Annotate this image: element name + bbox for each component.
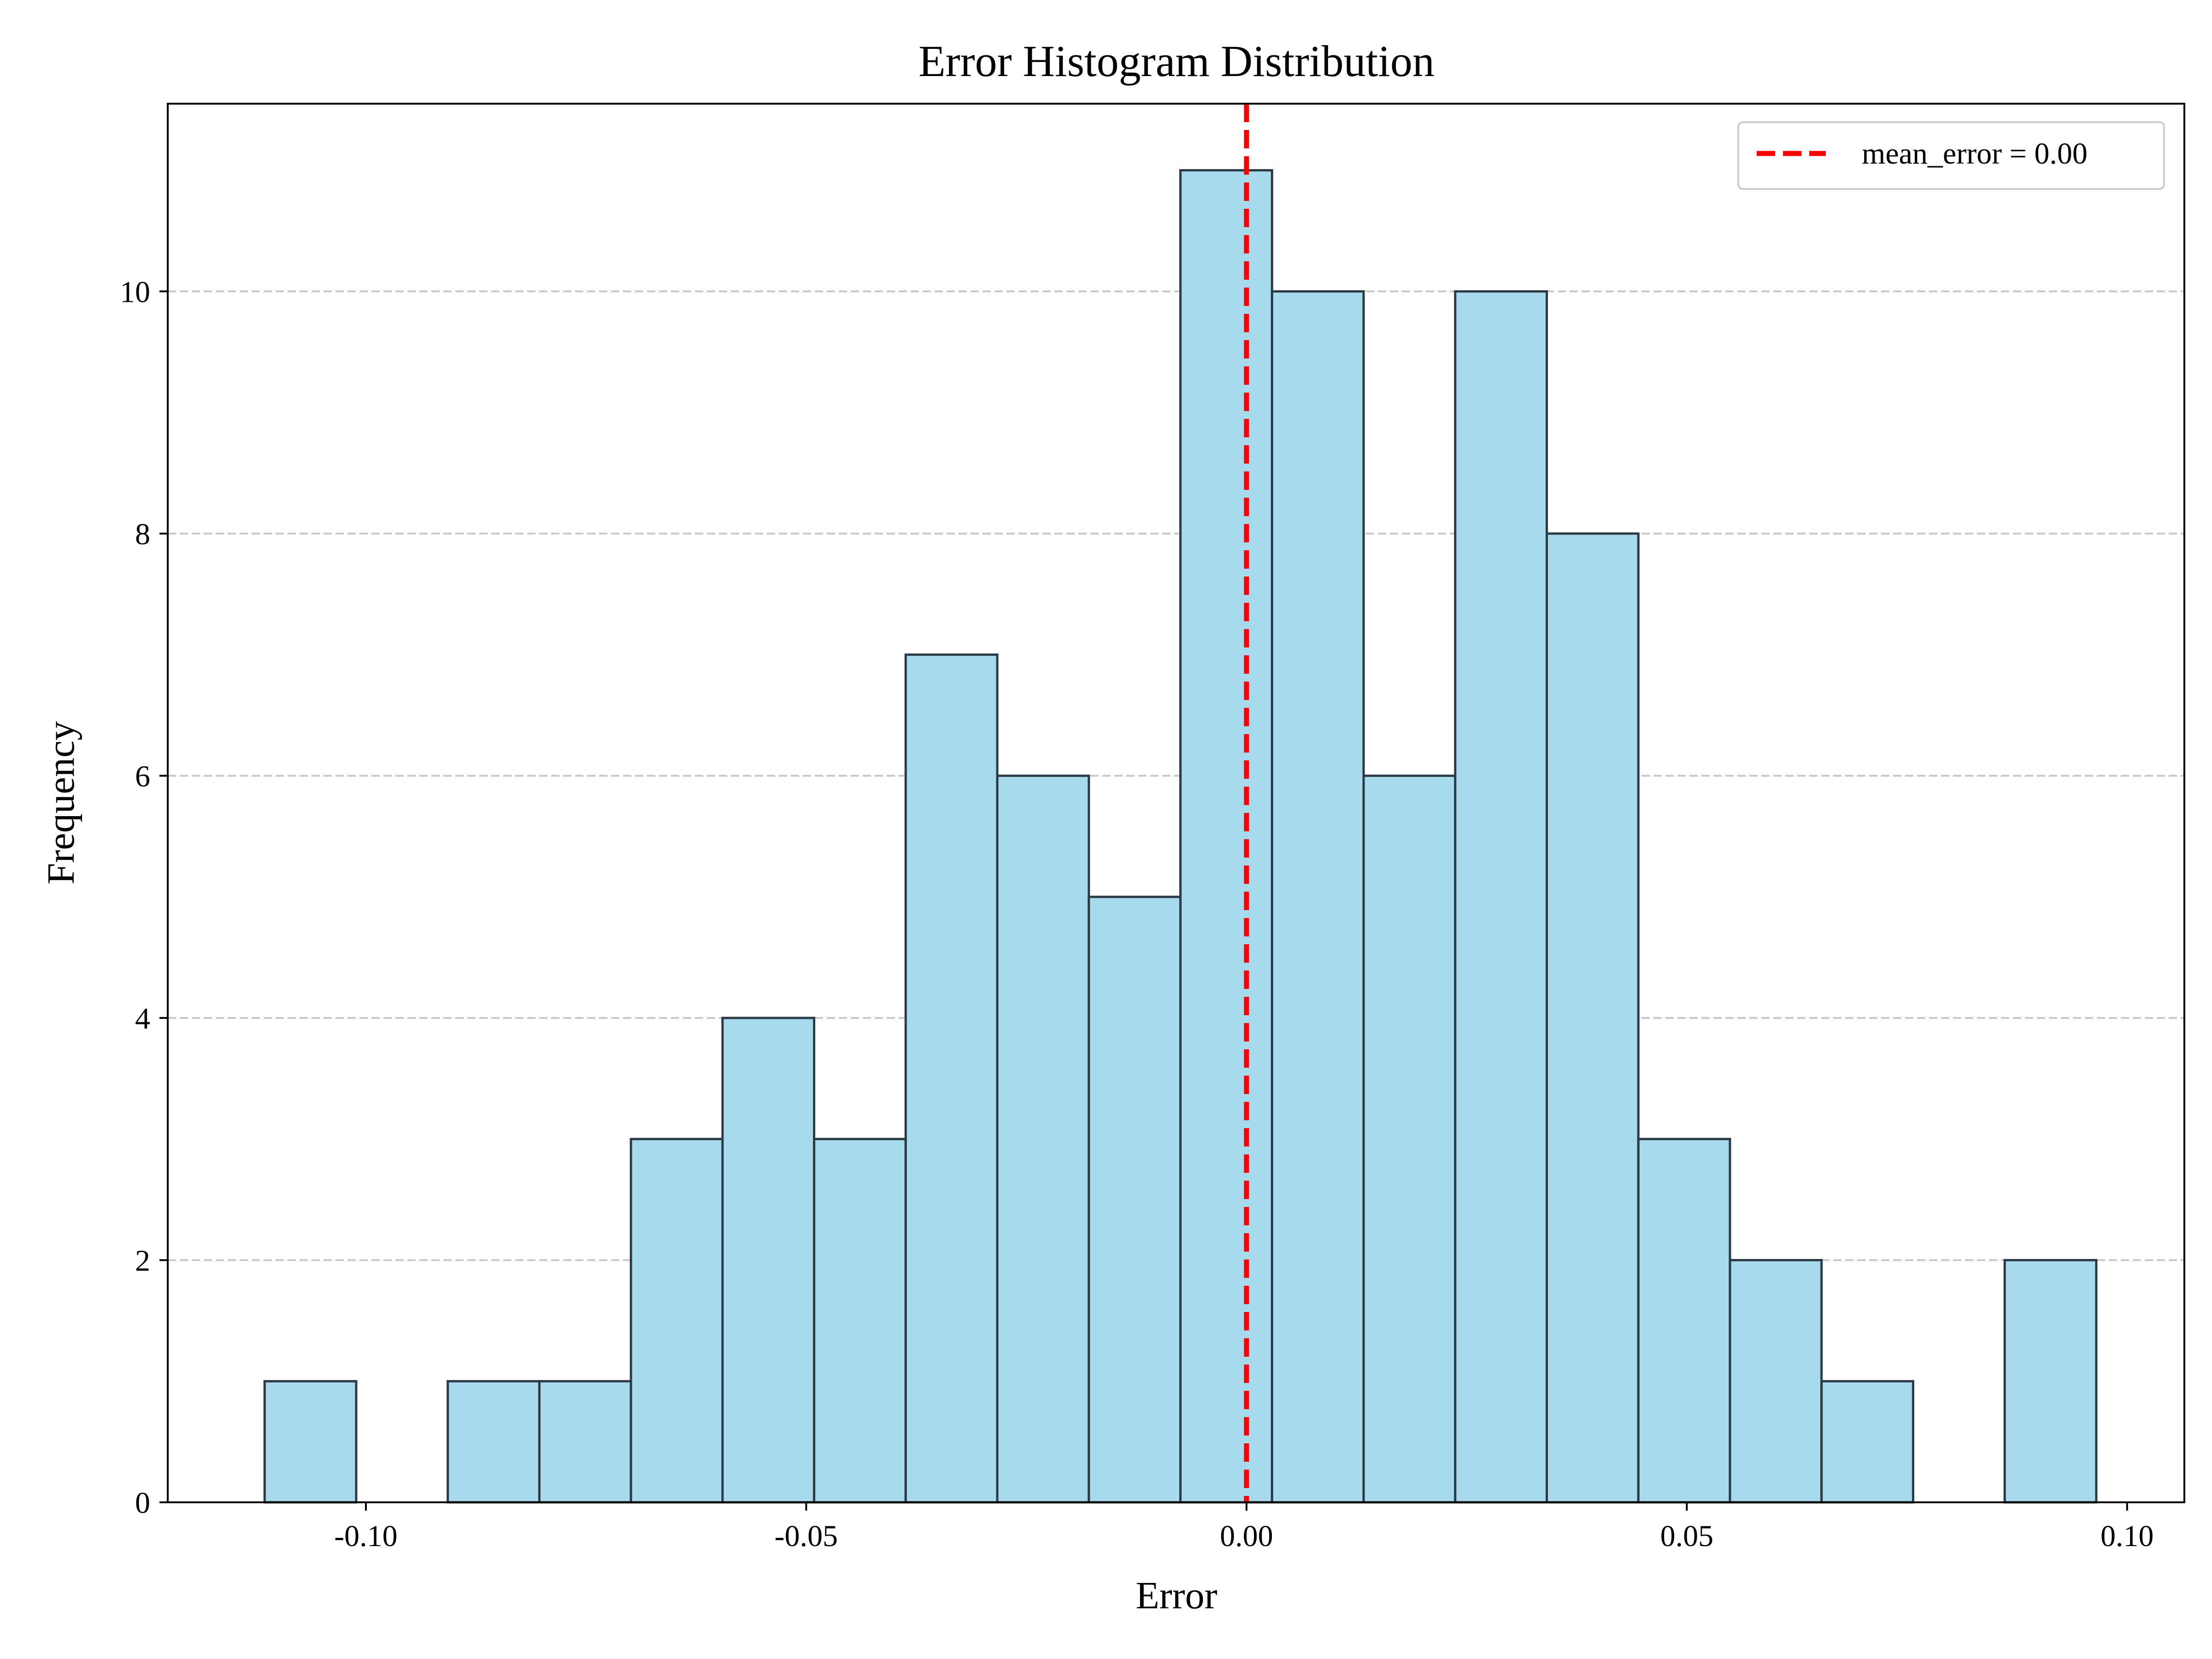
y-axis-ticks: 0 2 4 6 8 10 <box>120 275 168 1520</box>
histogram-bar <box>721 1017 816 1504</box>
histogram-bar <box>447 1380 541 1504</box>
histogram-bar <box>1637 1138 1731 1504</box>
histogram-bar <box>1545 532 1640 1504</box>
plot-frame <box>167 103 2185 1503</box>
x-tick-label: -0.05 <box>775 1519 838 1553</box>
y-tick-label: 0 <box>135 1486 150 1520</box>
histogram-bars <box>263 169 2098 1504</box>
x-tick-label: 0.10 <box>2100 1519 2154 1553</box>
histogram-bar <box>629 1138 724 1504</box>
x-axis-label: Error <box>1135 1574 1217 1617</box>
histogram-bar <box>813 1138 907 1504</box>
histogram-bar <box>1088 895 1182 1504</box>
histogram-bar <box>1179 169 1273 1504</box>
chart-title: Error Histogram Distribution <box>918 36 1435 86</box>
legend-mean-label: mean_error = 0.00 <box>1862 137 2088 171</box>
histogram-bar <box>2003 1259 2098 1504</box>
x-tick-label: -0.10 <box>334 1519 397 1553</box>
y-gridlines <box>168 290 2184 1261</box>
legend: mean_error = 0.00 <box>1737 121 2165 190</box>
histogram-bar <box>1271 290 1365 1504</box>
histogram-bar <box>263 1380 358 1504</box>
histogram-bar <box>1362 774 1457 1504</box>
histogram-bar <box>904 653 999 1504</box>
histogram-bar <box>538 1380 632 1504</box>
y-axis-label: Frequency <box>40 721 82 885</box>
histogram-bar <box>1454 290 1548 1504</box>
histogram-bar <box>1820 1380 1914 1504</box>
y-tick-label: 10 <box>120 275 150 309</box>
x-tick-label: 0.00 <box>1220 1519 1273 1553</box>
legend-box <box>1737 121 2165 190</box>
x-tick-label: 0.05 <box>1660 1519 1714 1553</box>
y-tick-label: 6 <box>135 759 150 793</box>
y-tick-label: 4 <box>135 1002 150 1035</box>
histogram-bar <box>1729 1259 1823 1504</box>
x-axis-ticks: -0.10 -0.05 0.00 0.05 0.10 <box>334 1502 2154 1553</box>
histogram-bar <box>996 774 1090 1504</box>
y-tick-label: 8 <box>135 518 150 551</box>
y-tick-label: 2 <box>135 1244 150 1277</box>
